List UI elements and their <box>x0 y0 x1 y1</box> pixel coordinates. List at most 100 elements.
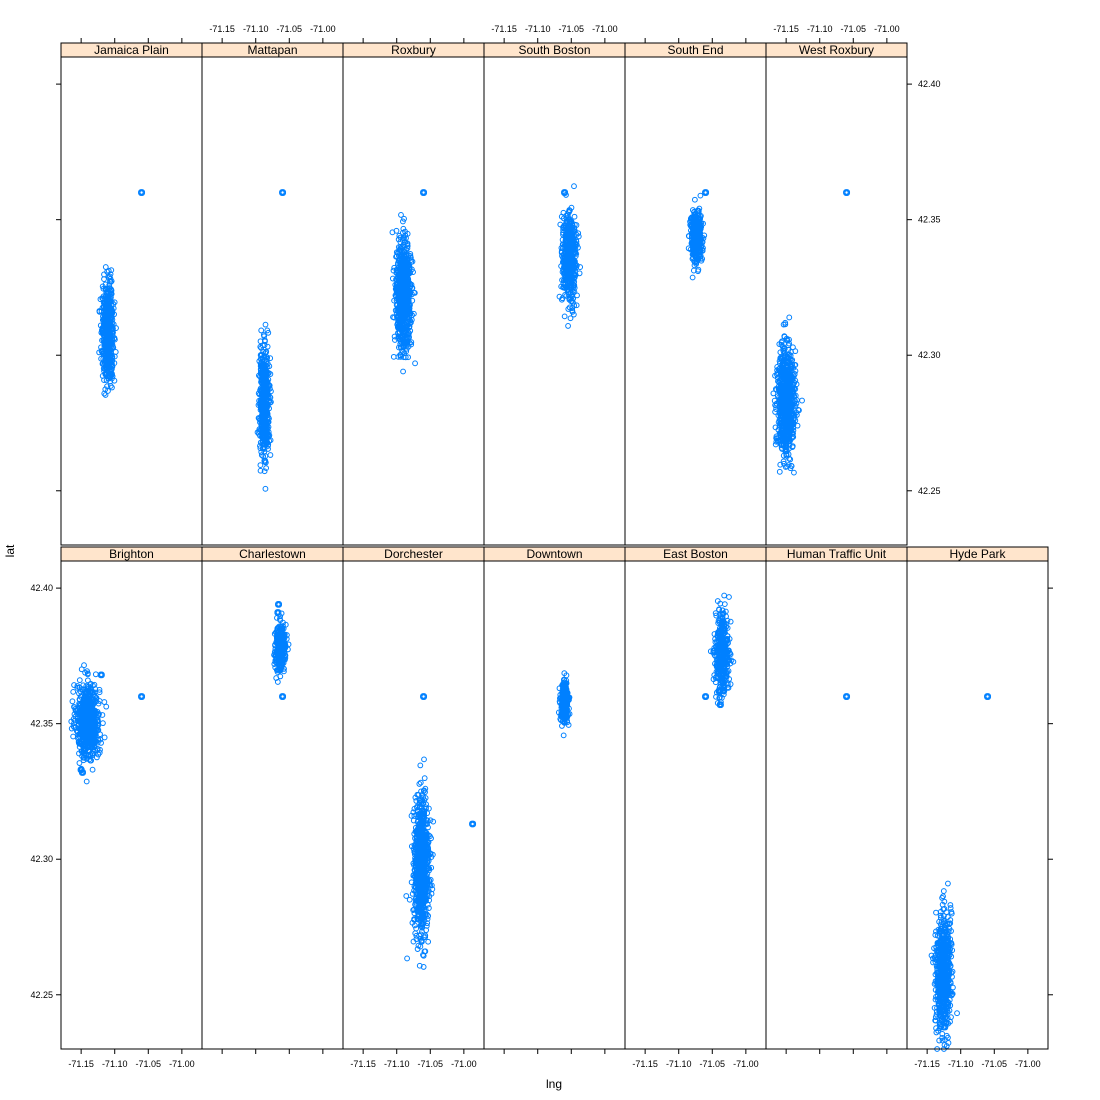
data-point <box>76 677 83 684</box>
panel-frame <box>342 560 485 1050</box>
data-point <box>98 740 104 746</box>
data-point <box>275 610 282 616</box>
data-point <box>945 880 951 887</box>
data-point <box>84 677 91 684</box>
data-point <box>84 720 91 726</box>
data-point <box>412 794 419 801</box>
data-point <box>90 696 97 703</box>
data-point <box>76 760 83 766</box>
data-point <box>933 909 939 916</box>
data-point <box>82 688 89 695</box>
data-point <box>94 714 101 721</box>
panel-hyde-park: Hyde Park <box>906 546 1049 1052</box>
panel-strip-label: East Boston <box>663 547 728 561</box>
data-point <box>88 714 94 721</box>
data-point <box>139 694 146 700</box>
data-point <box>76 684 83 691</box>
data-point <box>101 276 107 283</box>
data-point <box>96 686 103 693</box>
data-point <box>727 618 734 625</box>
data-point <box>272 652 278 659</box>
data-point <box>84 707 91 713</box>
panel-strip-label: Hyde Park <box>949 547 1006 561</box>
panel-strip-label: Downtown <box>526 547 582 561</box>
data-point <box>74 706 81 713</box>
panel-jamaica-plain: Jamaica Plain <box>60 42 203 546</box>
data-point <box>721 601 728 608</box>
data-point <box>82 669 89 676</box>
panel-strip-label: Dorchester <box>384 547 443 561</box>
panel-points <box>403 693 477 970</box>
data-point <box>71 682 77 688</box>
data-point <box>272 658 279 665</box>
data-point <box>103 703 110 710</box>
panel-frame <box>906 560 1049 1050</box>
panels-layer: Brighton Charlestown Dorchester Downtown Eas… <box>60 42 1049 1052</box>
panel-points <box>928 693 992 1052</box>
panel-dorchester: Dorchester <box>342 546 485 1050</box>
data-point <box>74 684 81 691</box>
panel-points <box>702 592 737 709</box>
data-point <box>412 360 418 367</box>
data-point <box>262 321 269 328</box>
data-point <box>80 747 87 754</box>
data-point <box>404 955 410 962</box>
data-point <box>413 936 420 943</box>
data-point <box>87 752 94 759</box>
data-point <box>70 733 77 740</box>
panel-strip-label: Roxbury <box>391 43 436 57</box>
data-point <box>70 688 77 695</box>
data-point <box>400 368 406 375</box>
panel-charlestown: Charlestown <box>201 546 344 1050</box>
data-point <box>421 775 428 782</box>
data-point <box>418 788 424 795</box>
data-point <box>276 641 283 648</box>
data-point <box>75 709 82 716</box>
data-point <box>85 693 92 700</box>
panel-strip-label: Charlestown <box>239 547 306 561</box>
data-point <box>948 1014 954 1021</box>
data-point <box>262 485 269 492</box>
data-point <box>92 671 99 678</box>
panel-frame <box>60 56 203 546</box>
data-point <box>69 698 76 705</box>
data-point <box>267 452 274 458</box>
panel-strip-label: Human Traffic Unit <box>787 547 887 561</box>
panel-brighton: Brighton <box>60 546 203 1050</box>
data-point <box>272 646 279 652</box>
data-point <box>940 888 947 894</box>
data-point <box>420 964 427 970</box>
data-point <box>87 680 94 687</box>
data-point <box>94 746 101 752</box>
data-point <box>70 723 77 730</box>
data-point <box>273 649 279 656</box>
panel-strip-label: Jamaica Plain <box>94 43 169 57</box>
data-point <box>417 762 424 769</box>
data-point <box>257 462 264 469</box>
panel-mattapan: Mattapan <box>201 42 344 546</box>
data-point <box>425 938 432 945</box>
panel-points <box>555 670 573 739</box>
data-point <box>112 349 119 355</box>
data-point <box>77 693 84 700</box>
data-point <box>275 658 282 665</box>
panel-points <box>68 662 146 785</box>
data-point <box>99 712 106 718</box>
data-point <box>82 738 89 745</box>
data-point <box>280 694 287 700</box>
data-point <box>276 601 283 608</box>
data-point <box>936 1037 943 1044</box>
data-point <box>281 631 288 638</box>
panel-points <box>389 189 428 375</box>
panel-frame <box>765 560 908 1050</box>
data-point <box>93 727 99 733</box>
panel-frame <box>201 56 344 546</box>
panel-points <box>96 189 146 398</box>
data-point <box>68 718 75 725</box>
data-point <box>277 615 283 622</box>
data-point <box>93 754 100 761</box>
data-point <box>87 740 94 747</box>
panel-strip-label: Mattapan <box>247 43 297 57</box>
panel-strip-label: Brighton <box>109 547 154 561</box>
data-point <box>258 327 265 334</box>
